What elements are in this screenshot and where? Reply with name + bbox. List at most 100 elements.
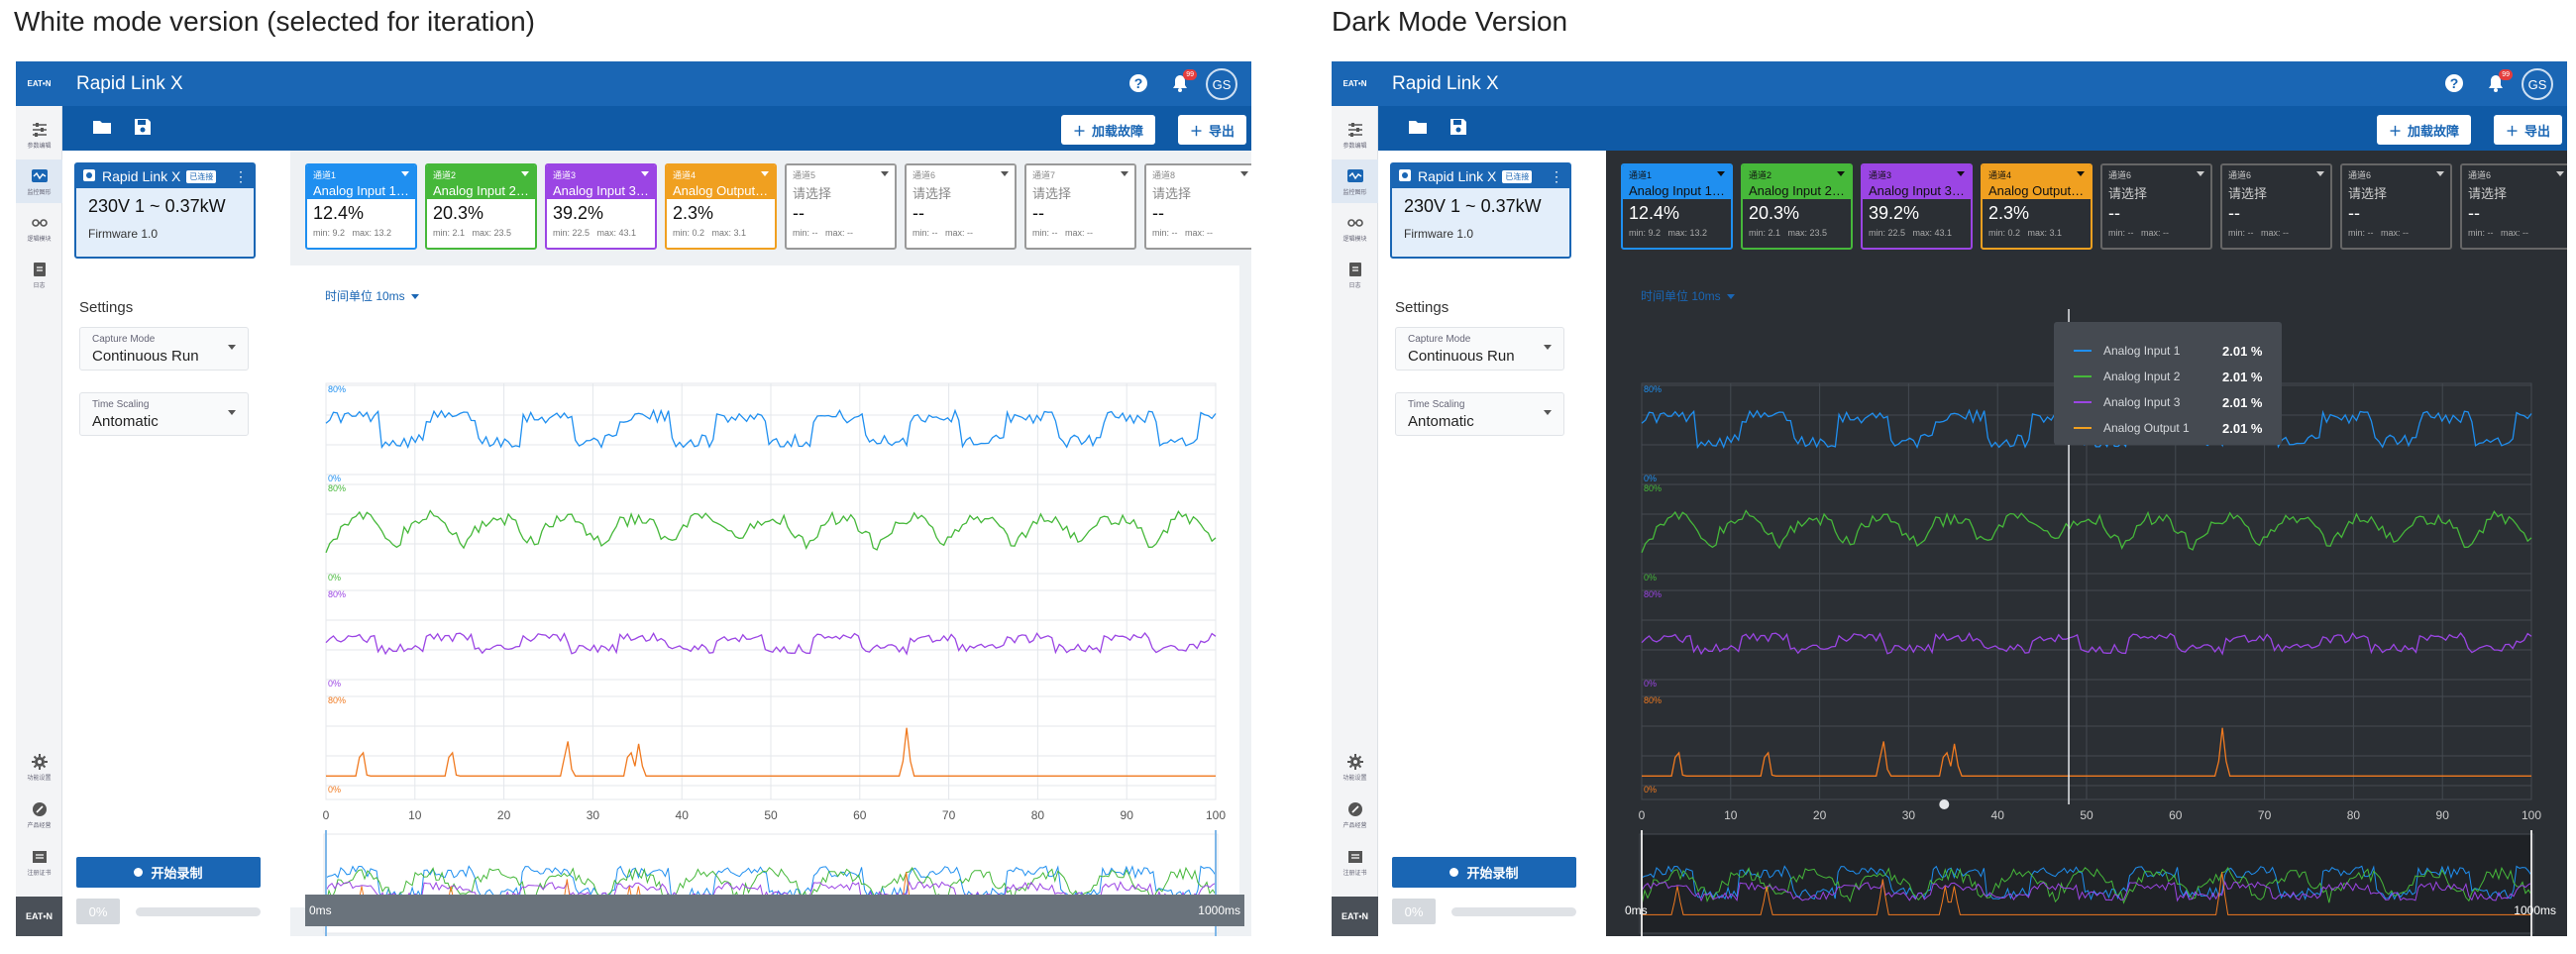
plus-icon: ＋ — [1073, 123, 1087, 139]
timeline-start: 0ms — [1625, 903, 1648, 917]
load-fault-button[interactable]: ＋ 加载故障 — [2377, 115, 2472, 145]
overview-series — [1641, 865, 2532, 901]
channel-card-4[interactable]: 通道4 Analog Output 1(%) 2.3% min: 0.2 max… — [1981, 163, 2093, 250]
sliders-icon — [1346, 121, 1364, 141]
waveform-chart: 0 10 20 30 40 50 60 70 80 90 10080%0%80%0%80%0%80%… — [1639, 309, 2541, 936]
channel-card-4[interactable]: 通道4 Analog Output 1(%) 2.3% min: 0.2 max… — [665, 163, 777, 250]
channel-header: 通道6 请选择 — [2102, 165, 2210, 201]
rail-bottom-item-1[interactable]: 产品经营 — [16, 793, 62, 836]
channel-max: max: -- — [825, 228, 854, 238]
channel-max: max: -- — [2381, 228, 2410, 238]
channel-card-8[interactable]: 通道8 请选择 -- min: -- max: -- — [1144, 163, 1251, 250]
capture-mode-select[interactable]: Capture Mode Continuous Run — [79, 327, 249, 371]
export-button[interactable]: ＋导出 — [1178, 115, 1247, 145]
x-tick-label: 80 — [1031, 808, 1045, 822]
bell-icon[interactable]: 99 — [2485, 69, 2513, 94]
avatar[interactable]: GS — [1206, 68, 1237, 100]
rail-item-3[interactable]: 日志 — [16, 253, 62, 296]
rail-bottom-item-2[interactable]: 注册证书 — [1332, 840, 1378, 884]
time-unit-select[interactable]: 时间单位 10ms — [325, 287, 419, 304]
more-icon[interactable]: ⋮ — [1550, 168, 1563, 184]
overview-series — [325, 866, 1217, 905]
time-unit-select[interactable]: 时间单位 10ms — [1641, 287, 1735, 304]
y-tick-label: 0% — [1644, 785, 1657, 795]
toolbar: ＋加载故障 ＋导出 — [1378, 106, 2567, 151]
rail-item-label: 参数编辑 — [1342, 143, 1367, 150]
load-fault-button[interactable]: ＋ 加载故障 — [1061, 115, 1156, 145]
rail-item-1[interactable]: 监控图形 — [1332, 159, 1378, 203]
channel-value: -- — [2108, 203, 2120, 223]
channel-code: 通道6 — [2228, 170, 2252, 180]
channel-name: Analog Output 1(%) — [1988, 183, 2085, 198]
channel-minmax: min: -- max: -- — [1032, 228, 1134, 238]
channel-card-2[interactable]: 通道2 Analog Input 2(%) 20.3% min: 2.1 max… — [425, 163, 537, 250]
series-line-analog-input-2 — [325, 509, 1217, 554]
export-button[interactable]: ＋导出 — [2494, 115, 2563, 145]
folder-icon[interactable] — [92, 118, 114, 138]
channel-card-3[interactable]: 通道3 Analog Input 3(%) 39.2% min: 22.5 ma… — [1861, 163, 1973, 250]
channel-card-6[interactable]: 通道6 请选择 -- min: -- max: -- — [2220, 163, 2332, 250]
chevron-down-icon — [1957, 171, 1965, 176]
eaton-brand: EAT•N — [16, 897, 62, 936]
time-scaling-value: Antomatic — [1408, 413, 1474, 430]
rail-item-1[interactable]: 监控图形 — [16, 159, 62, 203]
capture-mode-select[interactable]: Capture Mode Continuous Run — [1395, 327, 1564, 371]
device-card[interactable]: Rapid Link X 已连接 ⋮ 230V 1 ~ 0.37kW Firmw… — [74, 162, 256, 259]
series-line-analog-output-1 — [1642, 727, 2531, 777]
device-power: 230V 1 ~ 0.37kW — [88, 196, 226, 216]
help-icon[interactable]: ? — [2445, 74, 2463, 92]
channel-card-1[interactable]: 通道1 Analog Input 1(%) 12.4% min: 9.2 max… — [1621, 163, 1733, 250]
save-icon[interactable] — [1449, 118, 1471, 138]
channel-min: min: -- — [1032, 228, 1058, 238]
channel-max: max: 13.2 — [1667, 228, 1708, 238]
start-record-label: 开始录制 — [1466, 866, 1519, 881]
time-scaling-select[interactable]: Time Scaling Antomatic — [1395, 392, 1564, 436]
channel-card-1[interactable]: 通道1 Analog Input 1(%) 12.4% min: 9.2 max… — [305, 163, 417, 250]
channel-card-8[interactable]: 通道6 请选择 -- min: -- max: -- — [2460, 163, 2567, 250]
save-icon[interactable] — [134, 118, 156, 138]
x-tick-label: 90 — [1121, 808, 1134, 822]
channel-minmax: min: -- max: -- — [793, 228, 895, 238]
settings-title: Settings — [79, 299, 134, 316]
start-record-button[interactable]: 开始录制 — [1392, 857, 1576, 888]
rail-bottom-item-1[interactable]: 产品经营 — [1332, 793, 1378, 836]
time-scaling-select[interactable]: Time Scaling Antomatic — [79, 392, 249, 436]
channel-name: Analog Input 1(%) — [1629, 183, 1725, 198]
channel-card-2[interactable]: 通道2 Analog Input 2(%) 20.3% min: 2.1 max… — [1741, 163, 1853, 250]
rail-item-2[interactable]: 逻辑模块 — [1332, 206, 1378, 250]
channel-code: 通道7 — [1032, 170, 1056, 180]
start-record-button[interactable]: 开始录制 — [76, 857, 261, 888]
channel-min: min: -- — [2228, 228, 2254, 238]
bell-icon[interactable]: 99 — [1169, 69, 1197, 94]
rail-bottom-item-0[interactable]: 功能设置 — [1332, 745, 1378, 789]
channel-value: 20.3% — [433, 203, 484, 223]
rail-item-0[interactable]: 参数编辑 — [1332, 113, 1378, 157]
channel-minmax: min: 9.2 max: 13.2 — [313, 228, 415, 238]
eaton-logo-top: EAT•N — [16, 61, 62, 106]
channel-header: 通道1 Analog Input 1(%) — [1623, 165, 1731, 199]
rail-item-2[interactable]: 逻辑模块 — [16, 206, 62, 250]
rail-item-0[interactable]: 参数编辑 — [16, 113, 62, 157]
more-icon[interactable]: ⋮ — [234, 168, 248, 184]
rail-bottom-item-0[interactable]: 功能设置 — [16, 745, 62, 789]
channel-card-6[interactable]: 通道6 请选择 -- min: -- max: -- — [905, 163, 1017, 250]
channel-header: 通道4 Analog Output 1(%) — [1983, 165, 2091, 199]
y-tick-label: 80% — [1644, 695, 1662, 705]
channel-card-5[interactable]: 通道5 请选择 -- min: -- max: -- — [785, 163, 897, 250]
channel-card-3[interactable]: 通道3 Analog Input 3(%) 39.2% min: 22.5 ma… — [545, 163, 657, 250]
rail-item-3[interactable]: 日志 — [1332, 253, 1378, 296]
rail-bottom-item-2[interactable]: 注册证书 — [16, 840, 62, 884]
channel-max: max: -- — [1065, 228, 1094, 238]
channel-card-7[interactable]: 通道7 请选择 -- min: -- max: -- — [1024, 163, 1136, 250]
help-icon[interactable]: ? — [1129, 74, 1147, 92]
device-card[interactable]: Rapid Link X 已连接 ⋮ 230V 1 ~ 0.37kW Firmw… — [1390, 162, 1571, 259]
avatar[interactable]: GS — [2522, 68, 2553, 100]
channel-header: 通道6 请选择 — [2222, 165, 2330, 201]
folder-icon[interactable] — [1408, 118, 1430, 138]
waveform-chart: 0 10 20 30 40 50 60 70 80 90 10080%0%80%0%80%0%80%… — [323, 382, 1226, 936]
chevron-down-icon — [2556, 171, 2564, 176]
channel-card-5[interactable]: 通道6 请选择 -- min: -- max: -- — [2100, 163, 2212, 250]
y-tick-label: 80% — [328, 589, 346, 599]
channel-card-7[interactable]: 通道6 请选择 -- min: -- max: -- — [2340, 163, 2452, 250]
tooltip-series: Analog Output 1 — [2103, 421, 2190, 435]
